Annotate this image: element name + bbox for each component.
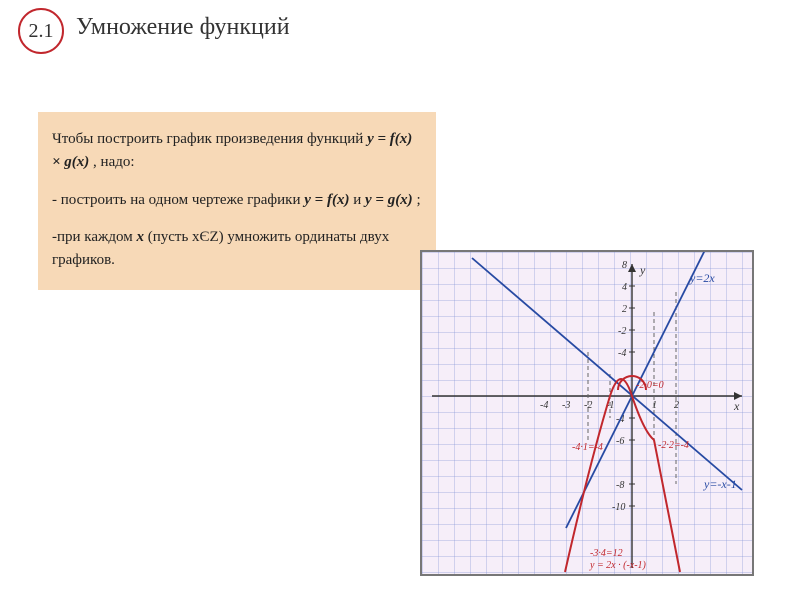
y-tick-label: 4 [622,282,627,293]
y-tick-label: -2 [618,326,626,337]
y-tick-label: 8 [622,260,627,271]
text-run: ; [416,192,420,208]
label-f: y=2x [689,271,715,285]
text-run: -при каждом [52,229,136,245]
text-run: , надо: [93,154,134,170]
graph-panel: -4 -2 2 4 -4 -6 -8 -10 8 -4 -3 -2 -1 1 2 [420,250,754,576]
annot: -4·1=-4 [572,442,603,453]
annot: -3·4=12 [590,548,623,559]
label-g: y=-x-1 [703,477,737,491]
section-badge: 2.1 [18,8,64,54]
formula-f: y = f(x) [304,192,349,208]
y-tick-label: -4 [618,348,626,359]
line-g [472,258,742,490]
annot: -2·2=-4 [658,440,689,451]
y-tick-label: -6 [616,436,624,447]
annot: -2·0=0 [636,380,664,391]
formula-x: x [136,229,144,245]
y-tick-label: -8 [616,480,624,491]
y-axis-arrow [628,264,636,272]
x-tick-label: -3 [562,400,570,411]
text-run: - построить на одном чертеже графики [52,192,304,208]
graph-svg: -4 -2 2 4 -4 -6 -8 -10 8 -4 -3 -2 -1 1 2 [422,252,752,574]
curve-fg [565,379,680,572]
page-title: Умножение функций [76,14,290,41]
y-tick-label: -10 [612,502,625,513]
section-number: 2.1 [29,20,54,43]
text-run: Чтобы построить график произведения функ… [52,131,367,147]
instruction-p3: -при каждом x (пусть xЄZ) умножить ордин… [52,226,422,273]
y-tick-label: 2 [622,304,627,315]
instruction-box: Чтобы построить график произведения функ… [38,112,436,290]
instruction-p1: Чтобы построить график произведения функ… [52,128,422,175]
formula-g: y = g(x) [365,192,413,208]
instruction-p2: - построить на одном чертеже графики y =… [52,189,422,212]
label-fg: y = 2x · (-x-1) [589,560,647,571]
axis-y-label: y [639,263,646,277]
text-run: и [353,192,365,208]
axis-x-label: x [733,399,740,413]
x-tick-label: -4 [540,400,548,411]
